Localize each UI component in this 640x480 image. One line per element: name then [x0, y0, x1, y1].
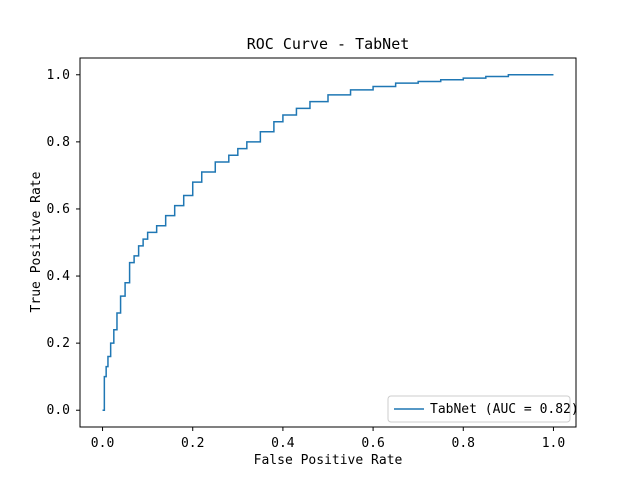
series-line-tabnet	[102, 74, 554, 411]
y-tick-label: 0.0	[47, 403, 70, 418]
x-tick-label: 0.8	[452, 436, 475, 451]
x-tick-label: 0.6	[361, 436, 384, 451]
y-tick-label: 0.8	[47, 135, 70, 150]
x-tick-label: 0.0	[91, 436, 114, 451]
x-axis-label: False Positive Rate	[254, 453, 403, 468]
x-tick-label: 1.0	[542, 436, 565, 451]
y-tick-label: 0.6	[47, 202, 70, 217]
legend-label-tabnet: TabNet (AUC = 0.82)	[430, 402, 579, 417]
chart-title: ROC Curve - TabNet	[247, 35, 410, 53]
y-tick-label: 1.0	[47, 68, 70, 83]
y-axis-label: True Positive Rate	[29, 171, 44, 312]
x-axis-ticks: 0.0 0.2 0.4 0.6 0.8 1.0	[91, 427, 565, 451]
legend-box	[387, 395, 571, 423]
plot-frame	[79, 57, 577, 428]
x-tick-label: 0.4	[271, 436, 295, 451]
y-tick-label: 0.2	[47, 336, 70, 351]
legend: TabNet (AUC = 0.82)	[387, 395, 579, 423]
y-axis-ticks: 0.0 0.2 0.4 0.6 0.8 1.0	[47, 68, 80, 418]
y-tick-label: 0.4	[47, 269, 71, 284]
x-tick-label: 0.2	[181, 436, 204, 451]
